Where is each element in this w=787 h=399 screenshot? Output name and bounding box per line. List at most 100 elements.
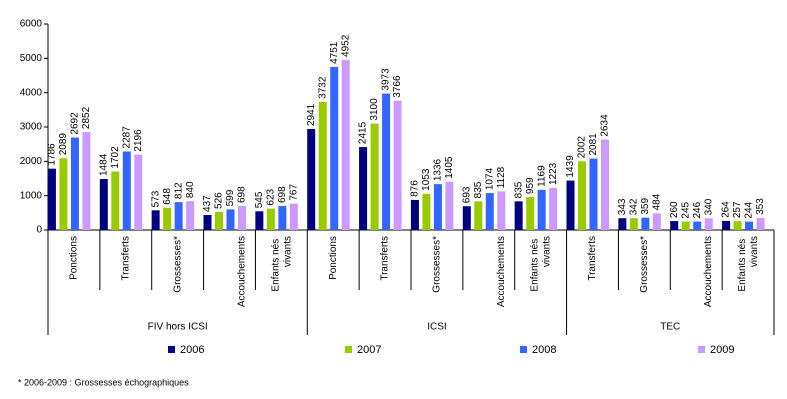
value-label: 2415 (358, 121, 369, 144)
value-label: 1223 (548, 162, 559, 185)
value-label: 264 (721, 201, 732, 218)
bar (497, 191, 506, 230)
value-label: 698 (237, 186, 248, 203)
value-label: 2196 (133, 129, 144, 152)
value-label: 526 (214, 192, 225, 209)
bar (514, 201, 523, 230)
group-label: TEC (660, 322, 680, 333)
value-label: 698 (277, 186, 288, 203)
bar (59, 158, 68, 230)
bar (203, 214, 212, 230)
value-label: 1484 (98, 153, 109, 176)
value-label: 545 (254, 191, 265, 208)
bar (226, 209, 235, 230)
bar (410, 199, 419, 230)
value-label: 3766 (392, 75, 403, 98)
bar (722, 220, 731, 230)
value-label: 3100 (369, 98, 380, 121)
value-label: 1405 (444, 156, 455, 179)
bar (393, 100, 402, 230)
value-label: 353 (755, 198, 766, 215)
value-label: 623 (265, 188, 276, 205)
bar (122, 151, 131, 230)
value-label: 3732 (317, 76, 328, 99)
bar (652, 213, 661, 230)
bar (370, 123, 379, 230)
legend-label: 2007 (357, 344, 381, 356)
value-label: 1702 (110, 146, 121, 169)
value-label: 437 (202, 195, 213, 212)
x-tick-label: Enfants nés vivants (737, 236, 760, 292)
legend-swatch (168, 346, 175, 353)
bar (266, 208, 275, 230)
bar (307, 129, 316, 230)
legend-label: 2008 (532, 344, 556, 356)
bar (618, 218, 627, 230)
x-tick-label: Grossesses* (432, 236, 443, 293)
bar (99, 179, 108, 230)
bar (629, 218, 638, 230)
y-tick-label: 2000 (20, 156, 43, 167)
bar (359, 147, 368, 230)
y-tick-label: 3000 (20, 122, 43, 133)
value-label: 4751 (329, 41, 340, 64)
legend-label: 2009 (710, 344, 734, 356)
value-label: 1074 (484, 167, 495, 190)
bar (289, 203, 298, 230)
value-label: 573 (150, 190, 161, 207)
x-tick-label: Ponctions (328, 236, 339, 280)
bar (733, 221, 742, 230)
bar (151, 210, 160, 230)
value-label: 2081 (588, 133, 599, 156)
x-tick-label: Ponctions (69, 236, 80, 280)
value-label: 1336 (433, 158, 444, 181)
value-label: 245 (680, 201, 691, 218)
value-label: 812 (173, 182, 184, 199)
value-label: 876 (410, 180, 421, 197)
x-tick-label: Enfants nés vivants (270, 236, 293, 292)
value-label: 959 (525, 177, 536, 194)
bar (70, 137, 79, 230)
legend-swatch (345, 346, 352, 353)
value-label: 257 (732, 201, 743, 218)
value-label: 1053 (421, 168, 432, 191)
y-tick-label: 5000 (20, 53, 43, 64)
bar (745, 221, 754, 230)
x-tick-label: Transferts (587, 236, 598, 281)
value-label: 340 (703, 198, 714, 215)
x-tick-label: Transferts (380, 236, 391, 281)
bar (641, 217, 650, 230)
value-label: 2089 (58, 133, 69, 156)
value-label: 260 (669, 201, 680, 218)
y-tick-label: 4000 (20, 87, 43, 98)
bar (111, 171, 120, 230)
x-tick-label: Transferts (120, 236, 131, 281)
legend-label: 2006 (180, 344, 204, 356)
bar (47, 168, 56, 230)
value-label: 840 (185, 181, 196, 198)
bar (174, 202, 183, 230)
y-tick-label: 6000 (20, 19, 43, 30)
bar (549, 188, 558, 230)
value-label: 4952 (340, 34, 351, 57)
bar (681, 221, 690, 230)
bar (589, 158, 598, 230)
bar (445, 181, 454, 230)
x-tick-label: Enfants nés vivants (529, 236, 552, 292)
bar (255, 211, 264, 230)
footnote: * 2006-2009 : Grossesses échographiques (18, 377, 189, 387)
group-label: FIV hors ICSI (148, 322, 208, 333)
value-label: 693 (461, 186, 472, 203)
group-label: ICSI (427, 322, 446, 333)
value-label: 3973 (381, 68, 392, 91)
bar (526, 197, 535, 230)
value-label: 2002 (577, 136, 588, 159)
x-tick-label: Grossesses* (639, 236, 650, 293)
bar (318, 101, 327, 230)
value-label: 484 (651, 193, 662, 210)
value-label: 767 (288, 184, 299, 201)
x-tick-label: Accouchements (495, 236, 506, 307)
value-label: 2941 (306, 103, 317, 126)
x-tick-label: Accouchements (236, 236, 247, 307)
bar (704, 218, 713, 230)
